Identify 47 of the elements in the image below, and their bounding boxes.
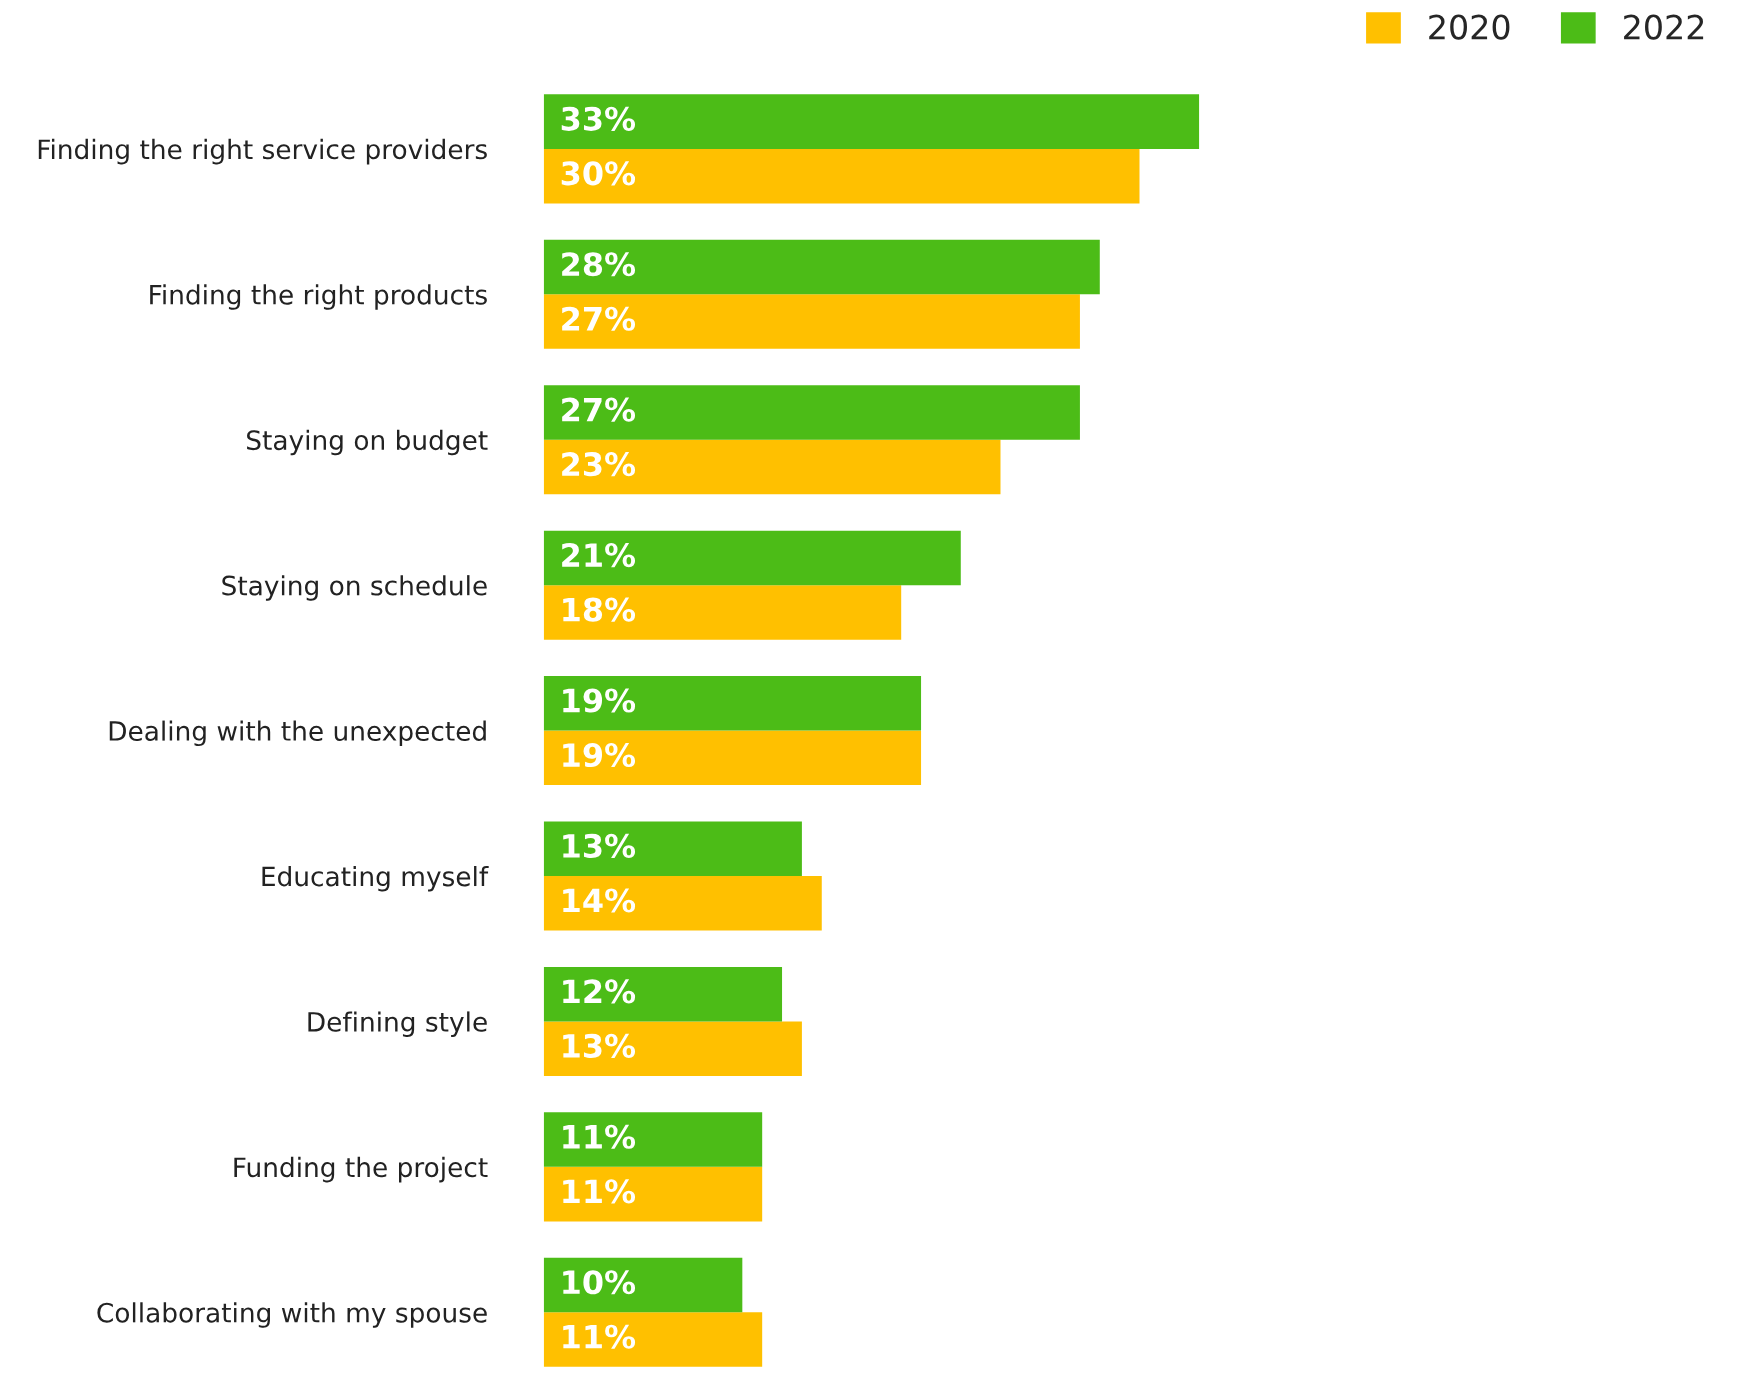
y-tick-label: Staying on schedule [222, 575, 487, 601]
data-label: 11% [563, 1124, 636, 1149]
data-label: 30% [561, 161, 636, 186]
bar [543, 585, 902, 640]
y-tick-label: Collaborating with my spouse [97, 1302, 487, 1328]
bar [543, 1257, 743, 1313]
bar [543, 94, 1200, 149]
data-label: 19% [563, 688, 636, 713]
y-tick-label: Dealing with the unexpected [109, 720, 486, 747]
data-label: 14% [563, 888, 636, 913]
bar [543, 1021, 802, 1076]
bar [543, 294, 1080, 349]
y-tick-label: Funding the project [234, 1156, 488, 1183]
y-tick-label: Finding the right products [150, 284, 487, 310]
bar [543, 966, 783, 1022]
bar [543, 530, 961, 586]
data-label: 28% [562, 252, 636, 277]
bar [543, 676, 922, 731]
legend-label: 2022 [1624, 14, 1704, 40]
data-label: 27% [562, 397, 636, 422]
data-label: 33% [561, 106, 636, 131]
data-label: 12% [563, 979, 636, 1004]
y-tick-label: Staying on budget [247, 429, 488, 456]
bar [543, 439, 1001, 495]
y-tick-label: Finding the right service providers [38, 138, 487, 165]
bar [543, 1312, 763, 1367]
bar [543, 1112, 763, 1167]
data-label: 10% [563, 1270, 636, 1295]
data-label: 13% [563, 833, 636, 859]
data-label: 27% [562, 306, 636, 331]
data-label: 19% [563, 742, 636, 768]
data-label: 21% [562, 543, 636, 568]
bar [543, 1166, 763, 1222]
data-label: 23% [562, 452, 636, 477]
data-label: 18% [563, 597, 636, 622]
legend-label: 2020 [1429, 14, 1510, 40]
data-label: 11% [563, 1324, 636, 1349]
y-tick-label: Educating myself [262, 865, 489, 892]
data-label: 11% [563, 1179, 636, 1204]
bar [543, 876, 822, 931]
y-tick-label: Defining style [308, 1011, 487, 1037]
bar [543, 239, 1100, 295]
bar [543, 148, 1140, 204]
bar [543, 385, 1080, 440]
bar [543, 821, 802, 877]
data-label: 13% [563, 1033, 636, 1058]
bar [543, 730, 922, 786]
